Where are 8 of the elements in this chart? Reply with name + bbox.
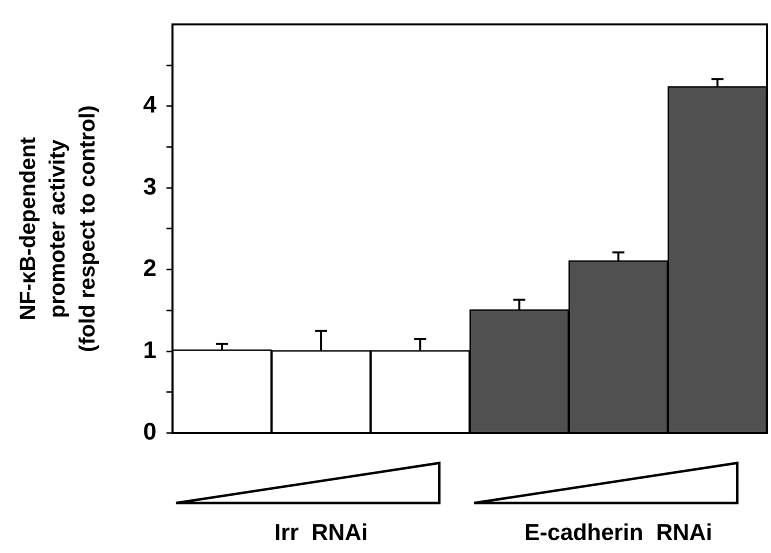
y-tick-label: 3 (143, 173, 156, 200)
text: Irr RNAi (274, 519, 368, 546)
y-tick-label: 4 (143, 92, 158, 119)
y-tick-label: 1 (143, 336, 156, 364)
y-axis-title: NF-κB-dependent promoter activity (fold respect to control) (14, 105, 100, 352)
text: E-cadherin RNAi (524, 519, 712, 546)
y-tick-label: 2 (143, 255, 156, 282)
y-tick-label: 0 (143, 418, 156, 446)
